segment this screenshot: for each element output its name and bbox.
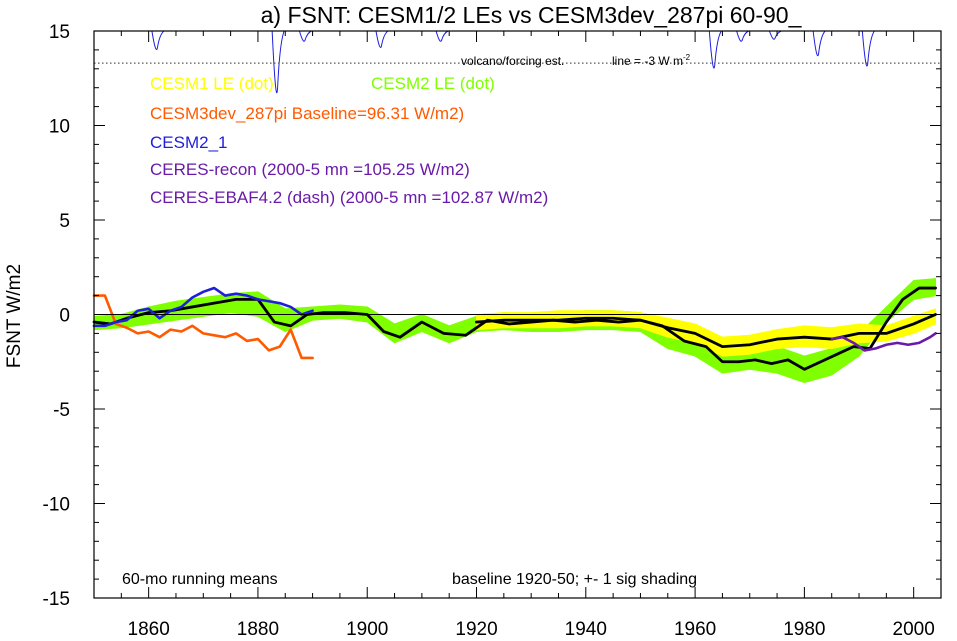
x-tick-label-1900: 1900 — [346, 619, 388, 640]
y-axis-label: FSNT W/m2 — [4, 264, 25, 368]
line-cesm3dev-287pi-baseline-96-31-w-m2 — [92, 294, 314, 360]
y-tick-label-0: 0 — [59, 306, 70, 327]
baseline-note: baseline 1920-50; +- 1 sig shading — [452, 571, 697, 588]
volcano-label: volcano/forcing est. — [461, 54, 564, 68]
y-tick-label-15: 15 — [49, 22, 70, 43]
axis-layer: 1860 1880 1900 1920 1940 1960 1980 2000 15 10 5 0 -5… — [43, 22, 942, 640]
legend-cesm1-le: CESM1 LE (dot) — [150, 74, 274, 93]
chart-title: a) FSNT: CESM1/2 LEs vs CESM3dev_287pi 6… — [261, 2, 803, 28]
legend-cesm3dev: CESM3dev_287pi Baseline=96.31 W/m2) — [150, 104, 464, 123]
x-tick-label-1980: 1980 — [783, 619, 825, 640]
line-cesm2-le-mean — [92, 286, 937, 371]
line-cesm1-le-mean — [475, 313, 937, 349]
running-mean-note: 60-mo running means — [122, 571, 278, 588]
band-cesm2-le-dot — [93, 278, 937, 384]
x-tick-label-1940: 1940 — [565, 619, 607, 640]
line-cesm2-1 — [92, 286, 314, 328]
x-tick-label-2000: 2000 — [893, 619, 935, 640]
legend-cesm2-1: CESM2_1 — [150, 133, 227, 152]
y-tick-label--10: -10 — [43, 495, 70, 516]
x-tick-label-1960: 1960 — [674, 619, 716, 640]
y-tick-label-5: 5 — [59, 211, 70, 232]
x-tick-label-1880: 1880 — [237, 619, 279, 640]
x-tick-label-1920: 1920 — [455, 619, 497, 640]
y-tick-label-10: 10 — [49, 117, 70, 138]
legend-ceres-ebaf: CERES-EBAF4.2 (dash) (2000-5 mn =102.87 … — [150, 188, 548, 207]
line-ceres-recon-2000-5-mn-105-25-w-m2 — [830, 332, 937, 352]
legend-cesm2-le: CESM2 LE (dot) — [371, 74, 495, 93]
x-tick-label-1860: 1860 — [128, 619, 170, 640]
y-tick-label--5: -5 — [53, 400, 70, 421]
line-scale-text: line = -3 W m — [612, 54, 683, 68]
legend-ceres-recon: CERES-recon (2000-5 mn =105.25 W/m2) — [150, 160, 470, 179]
y-tick-label--15: -15 — [43, 589, 70, 610]
series-layer — [92, 30, 941, 384]
line-scale-label: line = -3 W m-2 — [612, 53, 691, 68]
line-scale-superscript: -2 — [683, 53, 691, 62]
